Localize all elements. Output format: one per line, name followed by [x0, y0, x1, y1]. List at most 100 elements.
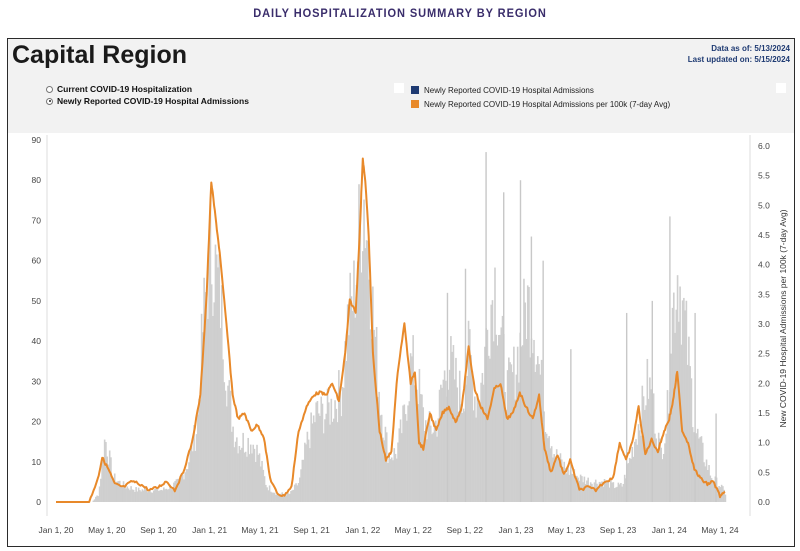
admissions-bar	[535, 364, 538, 502]
admissions-bar	[261, 460, 263, 502]
radio-button-selected-icon[interactable]	[46, 97, 53, 105]
admissions-bar	[601, 481, 603, 502]
admissions-bar	[316, 401, 319, 502]
admissions-bar	[654, 433, 656, 502]
admissions-bar	[380, 414, 383, 502]
admissions-bar	[387, 462, 389, 502]
admissions-bar	[150, 492, 153, 502]
admissions-bar	[105, 442, 107, 502]
y-left-tick-label: 40	[32, 336, 42, 346]
x-tick-label: May 1, 23	[548, 525, 586, 535]
admissions-bar	[709, 475, 712, 502]
admissions-bar	[156, 487, 159, 502]
bars-layer	[92, 152, 727, 503]
admissions-bar	[229, 390, 232, 502]
admissions-bar	[157, 490, 160, 502]
admissions-bar	[345, 360, 348, 502]
admissions-bar	[644, 409, 646, 502]
admissions-bar	[350, 296, 353, 502]
admissions-bar	[280, 493, 282, 502]
admissions-bar	[166, 489, 169, 502]
admissions-bar	[170, 489, 173, 502]
admissions-bar	[273, 492, 276, 502]
admissions-bar	[403, 404, 406, 502]
admissions-bar	[505, 410, 508, 502]
admissions-bar	[184, 472, 187, 502]
admissions-bar	[272, 492, 275, 502]
admissions-bar	[129, 490, 131, 502]
admissions-bar	[623, 474, 626, 502]
x-tick-label: Jan 1, 20	[39, 525, 74, 535]
last-updated: Last updated on: 5/15/2024	[687, 55, 790, 64]
admissions-bar	[197, 414, 199, 502]
admissions-bar	[602, 486, 605, 502]
admissions-bar	[251, 453, 253, 502]
admissions-bar	[253, 448, 256, 502]
admissions-bar	[297, 483, 300, 502]
admissions-bar	[271, 492, 273, 502]
admissions-bar	[394, 453, 397, 502]
admissions-bar	[649, 377, 651, 502]
admissions-bar	[428, 411, 431, 502]
admissions-bar	[417, 404, 419, 502]
admissions-bar	[374, 336, 377, 502]
admissions-bar	[212, 316, 214, 502]
admissions-bar	[657, 432, 660, 502]
admissions-bar	[98, 486, 101, 502]
admissions-bar	[276, 493, 278, 502]
admissions-bar	[553, 454, 555, 502]
admissions-bar	[516, 346, 519, 502]
admissions-bar	[633, 441, 636, 502]
admissions-bar	[348, 335, 350, 502]
admissions-bar	[552, 457, 554, 502]
admissions-bar	[321, 403, 324, 502]
admissions-bar	[160, 489, 163, 502]
admissions-bar	[426, 439, 428, 502]
admissions-bar	[115, 483, 117, 502]
admissions-bar	[611, 482, 613, 502]
admissions-bar	[149, 490, 151, 502]
admissions-bar	[125, 488, 127, 502]
admissions-bar	[500, 327, 503, 502]
admissions-bar	[432, 432, 435, 502]
admissions-bar	[195, 434, 198, 502]
legend-item-per-100k[interactable]: Newly Reported COVID-19 Hospital Admissi…	[411, 97, 670, 111]
admissions-bar	[442, 379, 445, 502]
admissions-bar	[469, 329, 471, 502]
admissions-bar	[373, 329, 375, 502]
region-title: Capital Region	[12, 41, 188, 69]
admissions-bar	[207, 318, 209, 502]
admissions-bar	[278, 494, 281, 502]
admissions-bar	[130, 486, 132, 502]
admissions-bar	[254, 461, 257, 502]
admissions-bar	[460, 404, 462, 502]
admissions-spike-bar	[530, 236, 533, 503]
admissions-bar	[577, 477, 579, 502]
y-left-tick-label: 70	[32, 215, 42, 225]
y-right-tick-label: 1.5	[758, 408, 770, 418]
admissions-bar	[667, 413, 670, 502]
admissions-bar	[724, 494, 727, 502]
admissions-bar	[402, 405, 404, 502]
admissions-bar	[560, 459, 563, 502]
admissions-bar	[628, 457, 631, 502]
admissions-bar	[306, 431, 309, 502]
admissions-bar	[301, 459, 304, 502]
legend-scroll-right[interactable]	[776, 83, 786, 93]
admissions-bar	[395, 458, 398, 502]
admissions-bar	[354, 317, 357, 502]
admissions-bar	[526, 285, 529, 502]
admissions-bar	[570, 473, 573, 502]
admissions-bar	[712, 481, 714, 502]
radio-option-admissions[interactable]: Newly Reported COVID-19 Hospital Admissi…	[46, 95, 249, 107]
admissions-bar	[399, 419, 402, 502]
legend-scroll-left[interactable]	[394, 83, 404, 93]
admissions-bar	[578, 480, 581, 502]
admissions-bar	[686, 364, 689, 502]
radio-button-icon[interactable]	[46, 85, 53, 93]
radio-option-hospitalization[interactable]: Current COVID-19 Hospitalization	[46, 83, 249, 95]
legend-item-admissions[interactable]: Newly Reported COVID-19 Hospital Admissi…	[411, 83, 670, 97]
per-100k-line	[56, 157, 726, 503]
admissions-bar	[265, 484, 267, 502]
admissions-bar	[408, 401, 411, 502]
